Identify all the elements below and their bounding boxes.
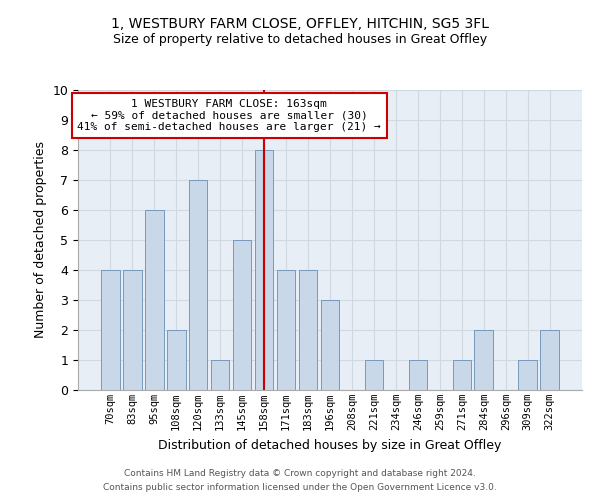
Bar bbox=[277, 270, 295, 390]
Bar bbox=[541, 330, 559, 390]
Bar bbox=[233, 240, 251, 390]
Text: 1, WESTBURY FARM CLOSE, OFFLEY, HITCHIN, SG5 3FL: 1, WESTBURY FARM CLOSE, OFFLEY, HITCHIN,… bbox=[111, 18, 489, 32]
Y-axis label: Number of detached properties: Number of detached properties bbox=[34, 142, 47, 338]
Bar bbox=[101, 270, 119, 390]
Bar bbox=[409, 360, 427, 390]
Bar bbox=[211, 360, 229, 390]
Bar bbox=[123, 270, 142, 390]
Text: Size of property relative to detached houses in Great Offley: Size of property relative to detached ho… bbox=[113, 32, 487, 46]
Bar bbox=[475, 330, 493, 390]
Text: 1 WESTBURY FARM CLOSE: 163sqm
← 59% of detached houses are smaller (30)
41% of s: 1 WESTBURY FARM CLOSE: 163sqm ← 59% of d… bbox=[77, 99, 381, 132]
X-axis label: Distribution of detached houses by size in Great Offley: Distribution of detached houses by size … bbox=[158, 438, 502, 452]
Bar bbox=[167, 330, 185, 390]
Bar bbox=[452, 360, 471, 390]
Bar bbox=[518, 360, 537, 390]
Bar bbox=[189, 180, 208, 390]
Bar bbox=[145, 210, 164, 390]
Bar bbox=[365, 360, 383, 390]
Text: Contains public sector information licensed under the Open Government Licence v3: Contains public sector information licen… bbox=[103, 484, 497, 492]
Text: Contains HM Land Registry data © Crown copyright and database right 2024.: Contains HM Land Registry data © Crown c… bbox=[124, 468, 476, 477]
Bar bbox=[299, 270, 317, 390]
Bar bbox=[320, 300, 340, 390]
Bar bbox=[255, 150, 274, 390]
